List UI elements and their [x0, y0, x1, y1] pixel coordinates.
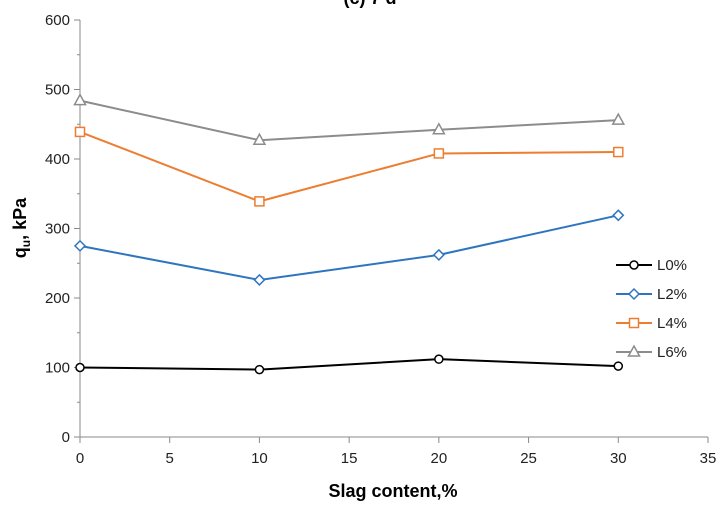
x-tick-label: 35 — [700, 450, 717, 467]
series-line — [79, 358, 619, 371]
data-point — [252, 132, 267, 145]
legend: L0% L2% L4% L6% — [616, 257, 687, 361]
y-tick-label: 300 — [45, 221, 70, 238]
y-axis-title-main: q — [10, 247, 30, 258]
data-point — [253, 273, 266, 286]
series-line — [79, 214, 619, 281]
legend-marker — [629, 260, 639, 270]
data-point — [613, 146, 624, 158]
legend-label: L0% — [657, 257, 687, 274]
legend-label: L2% — [657, 286, 687, 303]
x-tick-label: 30 — [610, 450, 627, 467]
y-tick-label: 100 — [45, 360, 70, 377]
y-tick-label: 400 — [45, 151, 70, 168]
data-point — [432, 248, 445, 261]
data-point — [433, 148, 445, 159]
y-axis-title-sub: u — [19, 240, 33, 247]
legend-marker — [627, 344, 641, 357]
y-axis-title-rest: , kPa — [10, 197, 30, 240]
x-tick-label: 20 — [431, 450, 448, 467]
data-point — [432, 122, 446, 135]
data-point — [612, 209, 625, 222]
data-point — [611, 112, 626, 125]
legend-item: L2% — [616, 286, 687, 303]
series-l2-pct — [73, 209, 625, 286]
series-l0-pct — [75, 354, 624, 375]
x-tick-label: 15 — [341, 450, 358, 467]
chart-title: (c) 7 d — [343, 0, 396, 8]
data-point — [254, 364, 265, 375]
legend-item: L4% — [616, 315, 687, 332]
axes — [74, 19, 709, 443]
y-tick-label: 200 — [45, 290, 70, 307]
tick-labels: 0 100 200 300 400 500 600 0 5 10 15 20 25 30 35 — [45, 12, 716, 467]
data-point — [75, 362, 85, 373]
y-tick-label: 500 — [45, 82, 70, 99]
y-tick-label: 600 — [45, 12, 70, 29]
y-tick-label: 0 — [62, 429, 70, 446]
series-l6-pct — [73, 93, 626, 145]
legend-label: L4% — [657, 315, 687, 332]
series-line — [79, 99, 619, 142]
series-l4-pct — [74, 126, 624, 207]
legend-item: L6% — [616, 344, 687, 361]
series-group — [73, 93, 626, 375]
data-point — [74, 126, 86, 138]
series-line — [79, 130, 619, 203]
legend-marker — [628, 317, 640, 329]
data-point — [434, 354, 444, 364]
legend-marker — [627, 287, 641, 301]
x-tick-label: 10 — [251, 450, 268, 467]
data-point — [73, 93, 87, 106]
data-point — [73, 239, 87, 252]
x-tick-label: 5 — [166, 450, 174, 467]
legend-item: L0% — [616, 257, 687, 274]
data-point — [254, 196, 265, 207]
x-tick-label: 0 — [76, 450, 84, 467]
x-axis-title: Slag content,% — [328, 481, 457, 501]
legend-label: L6% — [657, 344, 687, 361]
data-point — [613, 361, 624, 371]
x-tick-label: 25 — [520, 450, 537, 467]
y-axis-title: qu, kPa — [10, 197, 33, 258]
